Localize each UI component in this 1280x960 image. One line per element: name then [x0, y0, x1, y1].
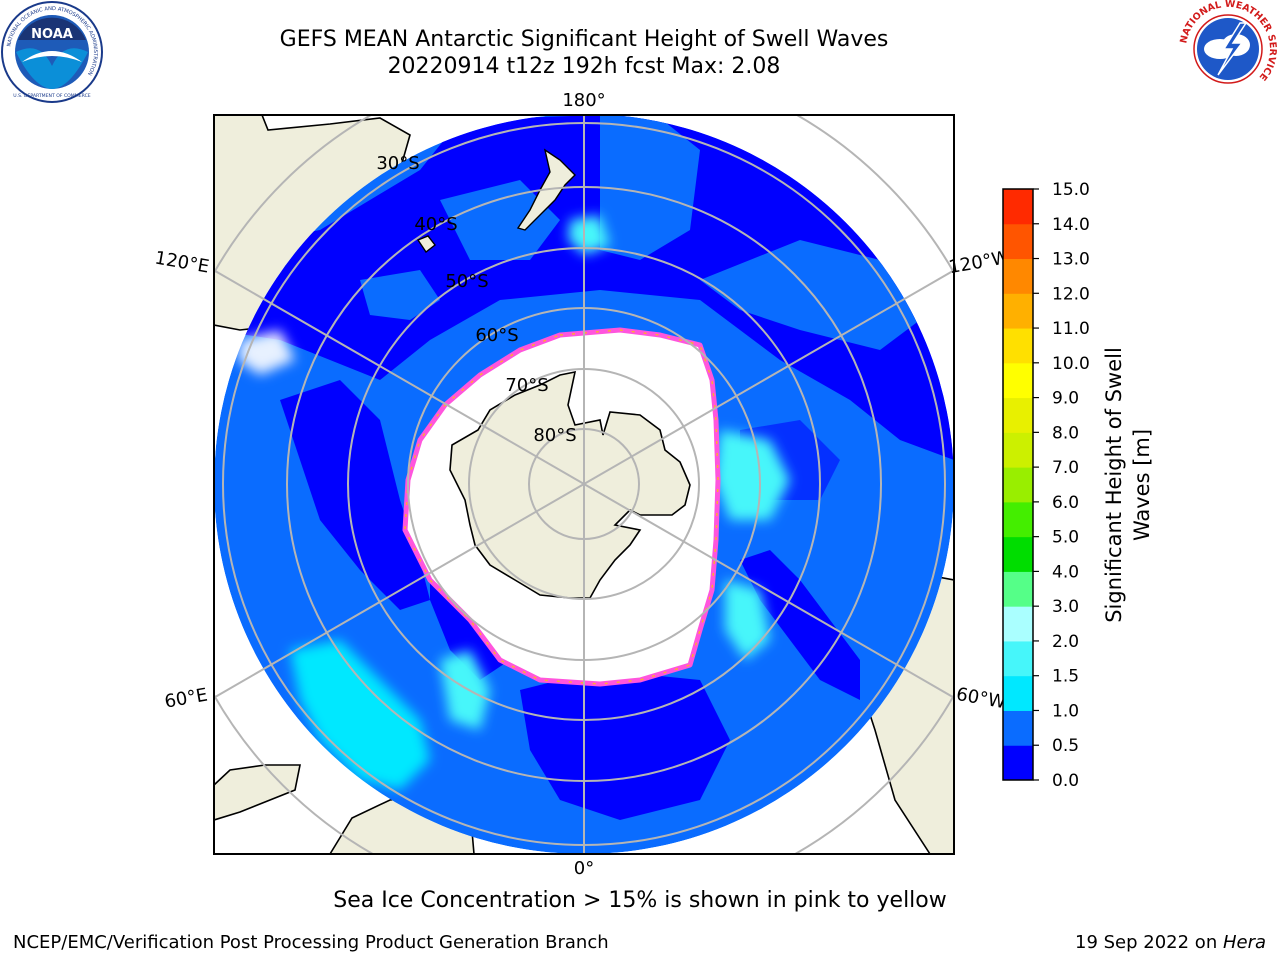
lon-label-180: 180°	[562, 90, 605, 111]
colorbar-segment	[1003, 397, 1033, 433]
colorbar-segment	[1003, 571, 1033, 607]
chart-title: GEFS MEAN Antarctic Significant Height o…	[279, 27, 889, 52]
lon-label-60w: 60°W	[955, 684, 1008, 713]
nws-logo: NATIONAL WEATHER SERVICE	[1178, 0, 1278, 99]
lat-label-40s: 40°S	[414, 214, 457, 235]
lat-label-50s: 50°S	[445, 271, 488, 292]
noaa-logo: NOAA NATIONAL OCEANIC AND ATMOSPHERIC AD…	[1, 1, 103, 103]
colorbar-segment	[1003, 223, 1033, 260]
colorbar-segment	[1003, 536, 1033, 572]
colorbar-tick-label: 2.0	[1052, 632, 1079, 652]
moderate-swell-areas	[238, 215, 790, 790]
colorbar-segment	[1003, 362, 1033, 399]
colorbar-tick-label: 10.0	[1052, 354, 1090, 374]
footer-host: Hera	[1222, 932, 1266, 953]
lon-label-120e: 120°E	[153, 247, 211, 277]
lat-label-30s: 30°S	[376, 153, 419, 174]
colorbar-tick-label: 13.0	[1052, 250, 1090, 270]
colorbar-tick-label: 3.0	[1052, 597, 1079, 617]
colorbar: 0.0 0.5 1.0 1.5 2.0 3.0 4.0 5.0 6.0 7.0 8.0 9.0 10.0…	[1002, 180, 1090, 791]
colorbar-tick-label: 8.0	[1052, 423, 1079, 443]
sea-ice-caption: Sea Ice Concentration > 15% is shown in …	[333, 888, 947, 913]
colorbar-tick-label: 12.0	[1052, 284, 1090, 304]
colorbar-tick-label: 14.0	[1052, 215, 1090, 235]
colorbar-segment	[1003, 432, 1033, 468]
colorbar-tick-label: 5.0	[1052, 528, 1079, 548]
colorbar-tick-label: 15.0	[1052, 180, 1090, 200]
colorbar-segment	[1003, 328, 1033, 364]
colorbar-tick-label: 6.0	[1052, 493, 1079, 513]
lat-label-60s: 60°S	[475, 325, 518, 346]
colorbar-segment	[1003, 606, 1033, 642]
tasmania	[416, 235, 436, 254]
colorbar-tick-label: 4.0	[1052, 562, 1079, 582]
colorbar-segment	[1003, 710, 1033, 746]
lon-label-60e: 60°E	[163, 684, 209, 712]
colorbar-segment	[1003, 675, 1033, 711]
colorbar-label: Significant Height of Swell Waves [m]	[1100, 347, 1156, 623]
colorbar-tick-label: 7.0	[1052, 458, 1079, 478]
colorbar-segment	[1003, 467, 1033, 503]
colorbar-segment	[1003, 293, 1033, 329]
lat-label-80s: 80°S	[533, 425, 576, 446]
lon-label-120w: 120°W	[947, 247, 1011, 278]
colorbar-border	[1002, 188, 1034, 781]
colorbar-label-line1: Significant Height of Swell	[1102, 347, 1126, 623]
footer-date-text: 19 Sep 2022 on	[1075, 932, 1223, 953]
footer-date: 19 Sep 2022 on Hera	[1075, 932, 1266, 953]
colorbar-segment	[1003, 640, 1033, 677]
antarctica	[449, 370, 691, 599]
lon-label-0: 0°	[574, 858, 594, 879]
noaa-center-text: NOAA	[31, 27, 73, 42]
map-border	[213, 114, 955, 855]
colorbar-segment	[1003, 745, 1033, 781]
noaa-bottom-text: U.S. DEPARTMENT OF COMMERCE	[13, 93, 90, 99]
colorbar-label-line2: Waves [m]	[1130, 428, 1154, 542]
colorbar-segment	[1003, 501, 1033, 538]
colorbar-tick-label: 1.5	[1052, 667, 1079, 687]
ocean-disk	[214, 115, 954, 854]
colorbar-tick-label: 1.0	[1052, 701, 1079, 721]
colorbar-tick-label: 0.0	[1052, 771, 1079, 791]
colorbar-tick-label: 11.0	[1052, 319, 1090, 339]
footer-credit: NCEP/EMC/Verification Post Processing Pr…	[13, 932, 609, 953]
chart-subtitle: 20220914 t12z 192h fcst Max: 2.08	[387, 54, 781, 79]
colorbar-tick-label: 0.5	[1052, 736, 1079, 756]
colorbar-tick-label: 9.0	[1052, 389, 1079, 409]
colorbar-segment	[1003, 189, 1033, 225]
lat-label-70s: 70°S	[505, 375, 548, 396]
colorbar-segment	[1003, 258, 1033, 294]
